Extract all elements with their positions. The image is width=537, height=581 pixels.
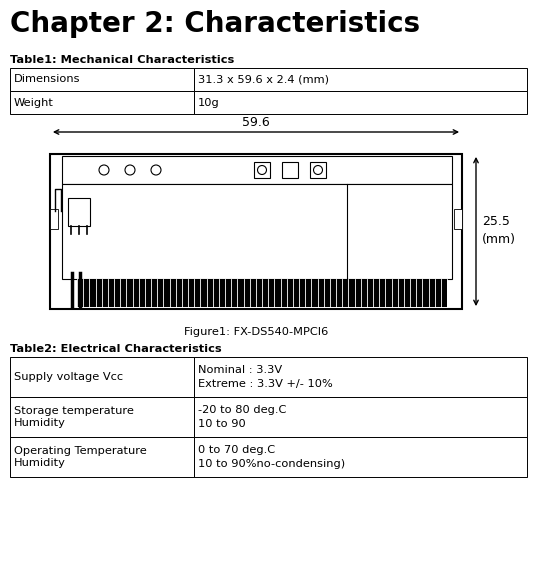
Text: Storage temperature
Humidity: Storage temperature Humidity — [14, 406, 134, 428]
Bar — [62, 156, 452, 184]
Bar — [193, 397, 527, 437]
Bar — [77, 279, 447, 307]
Text: Table1: Mechanical Characteristics: Table1: Mechanical Characteristics — [10, 55, 234, 65]
Bar — [310, 162, 326, 178]
Bar — [10, 357, 193, 397]
Bar — [10, 91, 193, 114]
Text: 0 to 70 deg.C
10 to 90%no-condensing): 0 to 70 deg.C 10 to 90%no-condensing) — [198, 446, 345, 469]
Bar — [62, 184, 452, 279]
Bar — [10, 437, 193, 477]
Bar — [10, 397, 193, 437]
Text: Nominal : 3.3V
Extreme : 3.3V +/- 10%: Nominal : 3.3V Extreme : 3.3V +/- 10% — [198, 365, 332, 389]
Bar — [254, 162, 270, 178]
Text: Table2: Electrical Characteristics: Table2: Electrical Characteristics — [10, 344, 222, 354]
Text: Operating Temperature
Humidity: Operating Temperature Humidity — [14, 446, 147, 468]
Bar — [193, 91, 527, 114]
Bar — [193, 357, 527, 397]
Text: (mm): (mm) — [482, 233, 516, 246]
Bar — [193, 68, 527, 91]
Bar — [10, 68, 193, 91]
Text: Chapter 2: Characteristics: Chapter 2: Characteristics — [10, 10, 420, 38]
Text: -20 to 80 deg.C
10 to 90: -20 to 80 deg.C 10 to 90 — [198, 406, 286, 429]
Bar — [68, 198, 90, 226]
Text: 10g: 10g — [198, 98, 219, 107]
Text: Supply voltage Vcc: Supply voltage Vcc — [14, 372, 123, 382]
Bar — [282, 162, 298, 178]
Bar — [193, 437, 527, 477]
Bar — [50, 154, 462, 309]
Bar — [50, 209, 58, 229]
Text: 31.3 x 59.6 x 2.4 (mm): 31.3 x 59.6 x 2.4 (mm) — [198, 74, 329, 84]
Text: 59.6: 59.6 — [242, 116, 270, 129]
Text: Dimensions: Dimensions — [14, 74, 81, 84]
Text: Weight: Weight — [14, 98, 54, 107]
Text: 25.5: 25.5 — [482, 215, 510, 228]
Bar — [454, 209, 462, 229]
Text: Figure1: FX-DS540-MPCI6: Figure1: FX-DS540-MPCI6 — [184, 327, 328, 337]
